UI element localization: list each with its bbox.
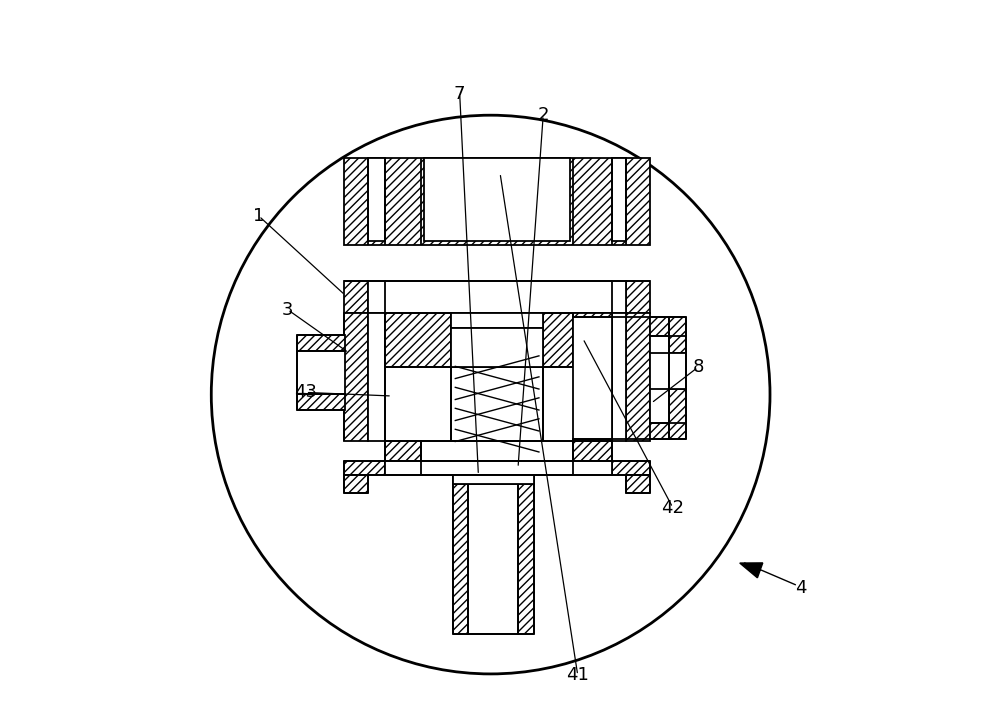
Bar (573, 441, 612, 461)
Text: 1: 1 (253, 207, 264, 225)
Bar (650, 336, 669, 423)
Bar (650, 317, 669, 336)
Bar (612, 313, 626, 441)
Bar (451, 367, 543, 441)
Text: 43: 43 (294, 383, 317, 402)
Bar (344, 475, 368, 493)
Bar (453, 475, 534, 484)
Bar (468, 475, 518, 634)
Text: 7: 7 (454, 85, 465, 103)
Bar (297, 394, 345, 410)
Bar (385, 313, 451, 367)
Bar (344, 461, 385, 475)
Bar (424, 158, 570, 241)
Bar (368, 313, 385, 441)
Bar (368, 158, 385, 241)
Bar (669, 317, 686, 353)
Bar (612, 281, 626, 313)
Text: 2: 2 (537, 107, 549, 125)
Bar (612, 158, 626, 241)
Text: 8: 8 (692, 359, 704, 376)
Bar (453, 475, 534, 484)
Bar (453, 475, 468, 634)
Bar (650, 423, 669, 439)
Text: 42: 42 (661, 499, 684, 517)
Bar (344, 281, 368, 313)
Bar (669, 353, 686, 389)
Bar (451, 313, 543, 328)
Bar (368, 281, 385, 313)
Bar (385, 441, 421, 461)
Bar (344, 158, 650, 245)
Polygon shape (573, 313, 612, 317)
FancyArrow shape (740, 563, 763, 578)
Text: 3: 3 (282, 301, 293, 319)
Bar (421, 441, 573, 461)
Text: 4: 4 (795, 579, 807, 598)
Bar (297, 351, 345, 394)
Bar (612, 461, 650, 475)
Bar (626, 281, 650, 313)
Bar (451, 328, 543, 367)
Bar (297, 335, 345, 351)
Bar (344, 313, 368, 441)
Bar (543, 313, 612, 367)
Bar (626, 475, 650, 493)
Bar (669, 389, 686, 439)
Bar (626, 313, 650, 441)
Polygon shape (573, 439, 612, 441)
Bar (573, 317, 612, 439)
Bar (385, 461, 612, 475)
Text: 41: 41 (566, 667, 589, 684)
Bar (518, 475, 534, 634)
